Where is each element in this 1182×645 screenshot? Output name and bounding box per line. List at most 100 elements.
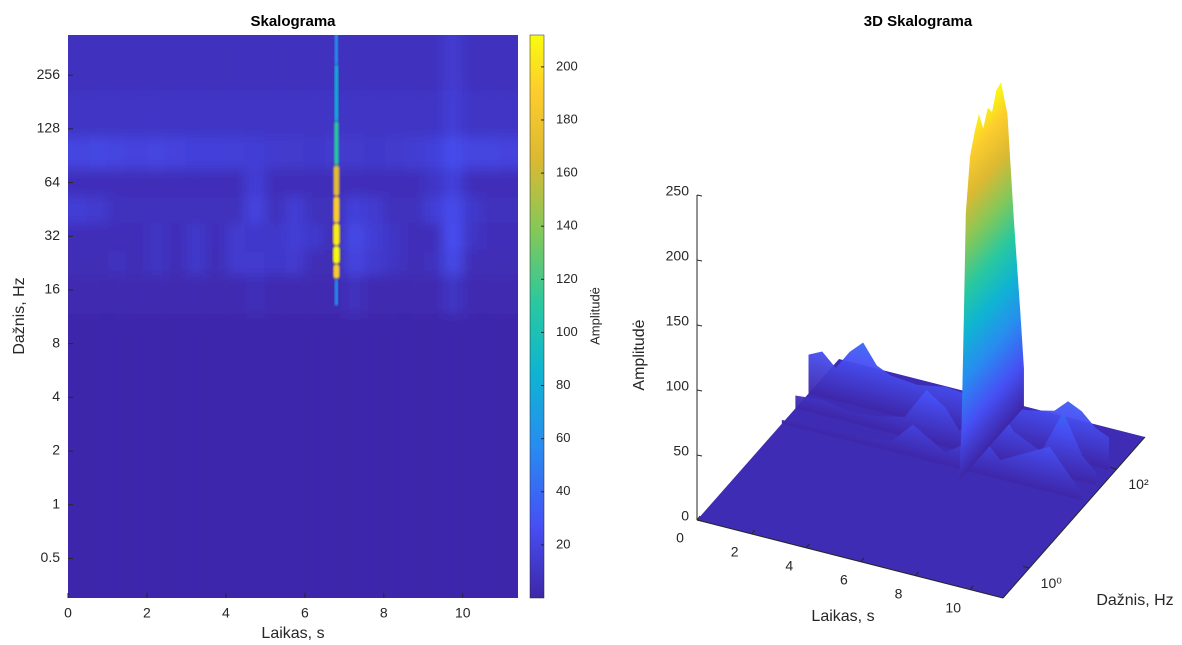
z-tick bbox=[696, 389, 703, 392]
heatmap-cell bbox=[127, 275, 147, 315]
heatmap-cell bbox=[87, 136, 108, 170]
heatmap-cell bbox=[462, 136, 483, 170]
heatmap-cell bbox=[423, 136, 443, 170]
z-axis-label: Amplitudė bbox=[631, 319, 648, 390]
heatmap-cell bbox=[364, 136, 384, 170]
heatmap-cell bbox=[245, 136, 266, 170]
heatmap-cell bbox=[166, 89, 187, 137]
heatmap-cell bbox=[344, 196, 365, 224]
heatmap-cell bbox=[462, 196, 483, 224]
heatmap-cell bbox=[324, 35, 345, 90]
heatmap-cell bbox=[324, 89, 345, 137]
heatmap-cell bbox=[186, 169, 207, 197]
heatmap-cell bbox=[304, 35, 325, 90]
heatmap-cell bbox=[364, 169, 384, 197]
x-tick-label: 4 bbox=[785, 558, 793, 574]
heatmap-cell bbox=[225, 89, 246, 137]
heatmap-cell bbox=[344, 89, 365, 137]
heatmap-cell bbox=[87, 275, 108, 315]
heatmap-cell bbox=[285, 196, 305, 224]
z-tick bbox=[696, 519, 703, 522]
heatmap-cell bbox=[186, 250, 207, 276]
z-tick-label: 0 bbox=[681, 508, 689, 524]
heatmap-cell bbox=[344, 169, 365, 197]
y-axis-label: Dažnis, Hz bbox=[11, 277, 28, 354]
colorbar-tick-label: 40 bbox=[556, 483, 570, 498]
heatmap-cell bbox=[127, 136, 147, 170]
heatmap-cell bbox=[225, 136, 246, 170]
heatmap-cell bbox=[146, 196, 167, 224]
heatmap-cell bbox=[344, 223, 365, 251]
heatmap-cell bbox=[68, 169, 88, 197]
surface-peak bbox=[959, 82, 1024, 481]
heatmap-cell bbox=[186, 136, 207, 170]
heatmap-cell bbox=[443, 196, 463, 224]
x-tick-label: 8 bbox=[895, 585, 903, 601]
heatmap-cell bbox=[206, 223, 226, 251]
heatmap-cell bbox=[166, 275, 187, 315]
heatmap-cell bbox=[245, 250, 266, 276]
heatmap-cell bbox=[304, 196, 325, 224]
heatmap-cell bbox=[403, 89, 424, 137]
heatmap-cell bbox=[443, 275, 463, 315]
heatmap-cell bbox=[206, 275, 226, 315]
heatmap-cell bbox=[225, 314, 246, 598]
colorbar-tick-label: 20 bbox=[556, 536, 570, 551]
y-axis-label: Dažnis, Hz bbox=[1096, 592, 1173, 609]
heatmap-cell bbox=[87, 223, 108, 251]
heatmap-cell bbox=[186, 223, 207, 251]
heatmap-cell bbox=[127, 223, 147, 251]
heatmap-cell bbox=[423, 223, 443, 251]
colorbar-tick-label: 60 bbox=[556, 430, 570, 445]
heatmap-cell bbox=[107, 275, 128, 315]
y-tick-label: 10⁰ bbox=[1041, 575, 1063, 591]
x-tick bbox=[696, 515, 701, 521]
heatmap-cell bbox=[186, 275, 207, 315]
z-tick-label: 50 bbox=[673, 443, 689, 459]
x-tick-label: 4 bbox=[222, 605, 230, 621]
peak-segment bbox=[333, 165, 340, 197]
heatmap-cell bbox=[146, 136, 167, 170]
heatmap-cell bbox=[225, 169, 246, 197]
heatmap-cell bbox=[206, 35, 226, 90]
heatmap-cell bbox=[206, 89, 226, 137]
heatmap-cell bbox=[127, 314, 147, 598]
heatmap-cell bbox=[403, 314, 424, 598]
heatmap-cell bbox=[245, 223, 266, 251]
heatmap-cell bbox=[68, 275, 88, 315]
heatmap-cell bbox=[502, 169, 518, 197]
y-tick-label: 4 bbox=[52, 388, 60, 404]
heatmap-cell bbox=[107, 314, 128, 598]
heatmap-cell bbox=[462, 89, 483, 137]
heatmap-cell bbox=[423, 275, 443, 315]
heatmap-cell bbox=[502, 89, 518, 137]
heatmap-cell bbox=[225, 223, 246, 251]
surface-ridge bbox=[781, 419, 1083, 501]
heatmap-cell bbox=[68, 314, 88, 598]
x-tick-label: 6 bbox=[301, 605, 309, 621]
colorbar-label: Amplitudė bbox=[587, 287, 602, 345]
heatmap-cell bbox=[68, 89, 88, 137]
z-tick-label: 200 bbox=[666, 248, 690, 264]
heatmap-cell bbox=[364, 196, 384, 224]
heatmap-cell bbox=[383, 196, 404, 224]
heatmap-cell bbox=[383, 35, 404, 90]
heatmap-cell bbox=[87, 250, 108, 276]
heatmap-cell bbox=[403, 136, 424, 170]
heatmap-cell bbox=[265, 136, 286, 170]
heatmap-cell bbox=[127, 89, 147, 137]
chart-title: 3D Skalograma bbox=[864, 13, 973, 30]
heatmap-cell bbox=[245, 275, 266, 315]
colorbar-tick-label: 100 bbox=[556, 324, 578, 339]
heatmap-cell bbox=[423, 89, 443, 137]
heatmap-cell bbox=[107, 89, 128, 137]
heatmap bbox=[68, 35, 518, 598]
heatmap-cell bbox=[225, 250, 246, 276]
peak-segment bbox=[333, 264, 340, 279]
surface-ridge bbox=[808, 342, 1110, 471]
heatmap-cell bbox=[364, 250, 384, 276]
heatmap-cell bbox=[285, 136, 305, 170]
heatmap-cell bbox=[423, 314, 443, 598]
heatmap-cell bbox=[482, 35, 503, 90]
heatmap-cell bbox=[482, 223, 503, 251]
